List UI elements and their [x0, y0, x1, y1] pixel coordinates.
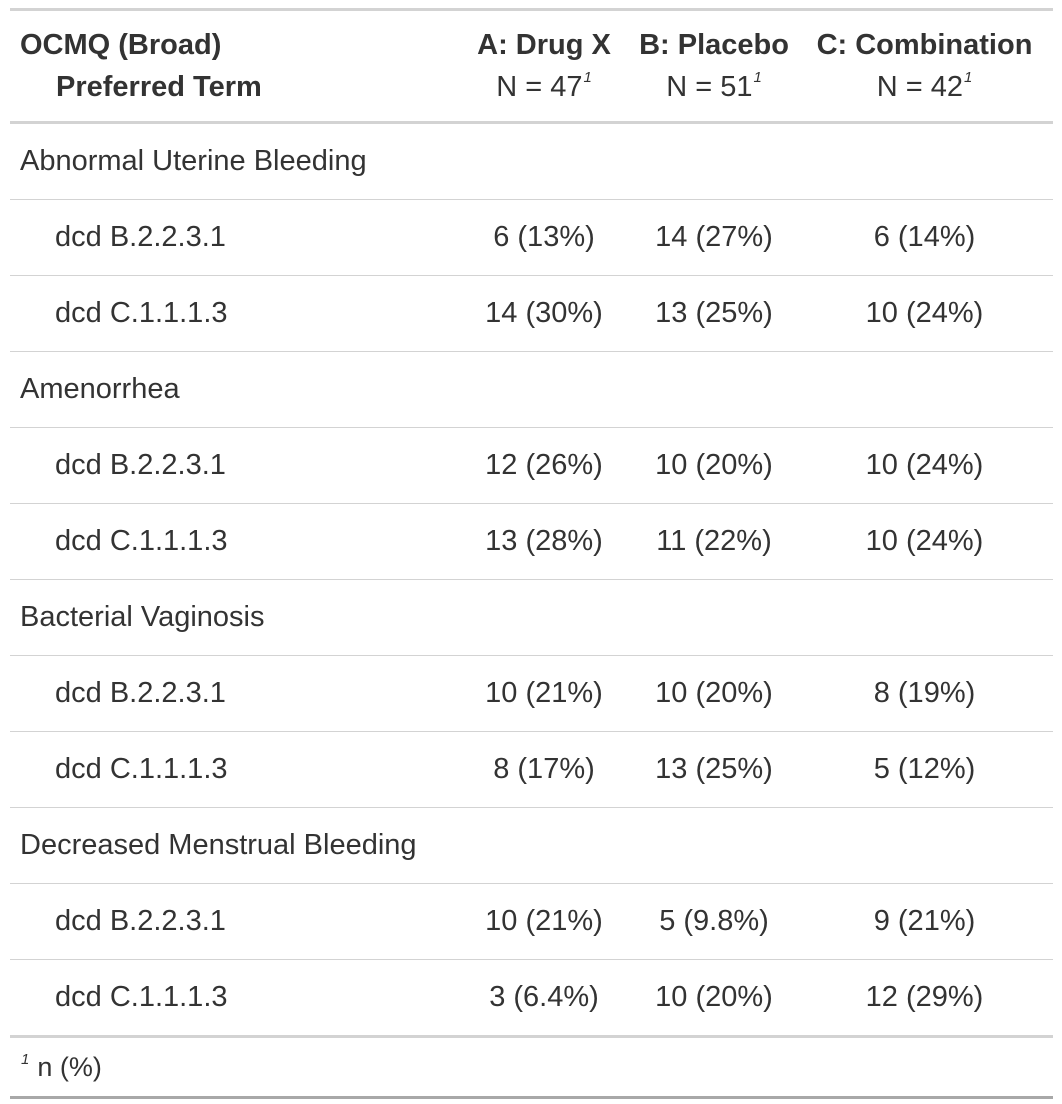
table-row: dcd B.2.2.3.1 10 (21%) 10 (20%) 8 (19%) — [10, 655, 1053, 732]
preferred-term: dcd B.2.2.3.1 — [10, 199, 456, 276]
group-row: Decreased Menstrual Bleeding — [10, 807, 1053, 884]
adverse-events-table: OCMQ (Broad) Preferred Term A: Drug X N … — [10, 8, 1053, 1099]
group-label: Amenorrhea — [10, 351, 1053, 428]
cell-combination: 10 (24%) — [796, 503, 1053, 580]
cell-drug-x: 13 (28%) — [456, 503, 632, 580]
header-column-combination: C: Combination N = 421 — [796, 9, 1053, 124]
preferred-term: dcd B.2.2.3.1 — [10, 427, 456, 504]
group-label: Abnormal Uterine Bleeding — [10, 122, 1053, 200]
preferred-term: dcd B.2.2.3.1 — [10, 655, 456, 732]
table-row: dcd C.1.1.1.3 13 (28%) 11 (22%) 10 (24%) — [10, 503, 1053, 580]
group-label: Bacterial Vaginosis — [10, 579, 1053, 656]
cell-placebo: 14 (27%) — [632, 199, 796, 276]
table-footer: 1 n (%) — [10, 1037, 1053, 1098]
header-group-title: OCMQ (Broad) — [20, 29, 222, 61]
cell-drug-x: 14 (30%) — [456, 275, 632, 352]
cell-drug-x: 6 (13%) — [456, 199, 632, 276]
cell-drug-x: 10 (21%) — [456, 883, 632, 960]
group-row: Bacterial Vaginosis — [10, 579, 1053, 656]
cell-placebo: 5 (9.8%) — [632, 883, 796, 960]
cell-drug-x: 8 (17%) — [456, 731, 632, 808]
column-n-count: N = 511 — [666, 69, 762, 103]
table-row: dcd C.1.1.1.3 3 (6.4%) 10 (20%) 12 (29%) — [10, 959, 1053, 1038]
cell-combination: 9 (21%) — [796, 883, 1053, 960]
table-row: dcd B.2.2.3.1 10 (21%) 5 (9.8%) 9 (21%) — [10, 883, 1053, 960]
preferred-term: dcd C.1.1.1.3 — [10, 959, 456, 1038]
group-label: Decreased Menstrual Bleeding — [10, 807, 1053, 884]
cell-placebo: 11 (22%) — [632, 503, 796, 580]
cell-combination: 8 (19%) — [796, 655, 1053, 732]
cell-drug-x: 10 (21%) — [456, 655, 632, 732]
cell-combination: 12 (29%) — [796, 959, 1053, 1038]
preferred-term: dcd C.1.1.1.3 — [10, 731, 456, 808]
footnote-mark: 1 — [583, 69, 592, 86]
cell-combination: 5 (12%) — [796, 731, 1053, 808]
cell-drug-x: 3 (6.4%) — [456, 959, 632, 1038]
table-body: Abnormal Uterine Bleeding dcd B.2.2.3.1 … — [10, 122, 1053, 1038]
footnote: 1 n (%) — [10, 1037, 1053, 1098]
cell-placebo: 13 (25%) — [632, 275, 796, 352]
summary-table-container: OCMQ (Broad) Preferred Term A: Drug X N … — [10, 8, 1053, 1099]
column-n-count: N = 471 — [496, 69, 592, 103]
column-n-count: N = 421 — [876, 69, 973, 103]
table-row: dcd B.2.2.3.1 12 (26%) 10 (20%) 10 (24%) — [10, 427, 1053, 504]
table-row: dcd B.2.2.3.1 6 (13%) 14 (27%) 6 (14%) — [10, 199, 1053, 276]
header-column-drug-x: A: Drug X N = 471 — [456, 9, 632, 124]
cell-combination: 6 (14%) — [796, 199, 1053, 276]
cell-placebo: 10 (20%) — [632, 959, 796, 1038]
preferred-term: dcd C.1.1.1.3 — [10, 275, 456, 352]
cell-drug-x: 12 (26%) — [456, 427, 632, 504]
footnote-mark: 1 — [21, 1050, 30, 1068]
cell-placebo: 13 (25%) — [632, 731, 796, 808]
group-row: Amenorrhea — [10, 351, 1053, 428]
table-row: dcd C.1.1.1.3 14 (30%) 13 (25%) 10 (24%) — [10, 275, 1053, 352]
header-term-title: Preferred Term — [56, 71, 262, 103]
footnote-row: 1 n (%) — [10, 1037, 1053, 1098]
preferred-term: dcd C.1.1.1.3 — [10, 503, 456, 580]
header-row: OCMQ (Broad) Preferred Term A: Drug X N … — [10, 9, 1053, 124]
column-name: A: Drug X — [477, 29, 611, 61]
footnote-text: n (%) — [37, 1051, 102, 1082]
table-header: OCMQ (Broad) Preferred Term A: Drug X N … — [10, 9, 1053, 124]
preferred-term: dcd B.2.2.3.1 — [10, 883, 456, 960]
cell-combination: 10 (24%) — [796, 275, 1053, 352]
column-name: B: Placebo — [639, 29, 789, 61]
cell-combination: 10 (24%) — [796, 427, 1053, 504]
header-label-cell: OCMQ (Broad) Preferred Term — [10, 9, 456, 124]
column-name: C: Combination — [816, 29, 1033, 61]
cell-placebo: 10 (20%) — [632, 655, 796, 732]
cell-placebo: 10 (20%) — [632, 427, 796, 504]
footnote-mark: 1 — [753, 69, 762, 86]
footnote-mark: 1 — [963, 69, 973, 86]
header-column-placebo: B: Placebo N = 511 — [632, 9, 796, 124]
group-row: Abnormal Uterine Bleeding — [10, 122, 1053, 200]
table-row: dcd C.1.1.1.3 8 (17%) 13 (25%) 5 (12%) — [10, 731, 1053, 808]
